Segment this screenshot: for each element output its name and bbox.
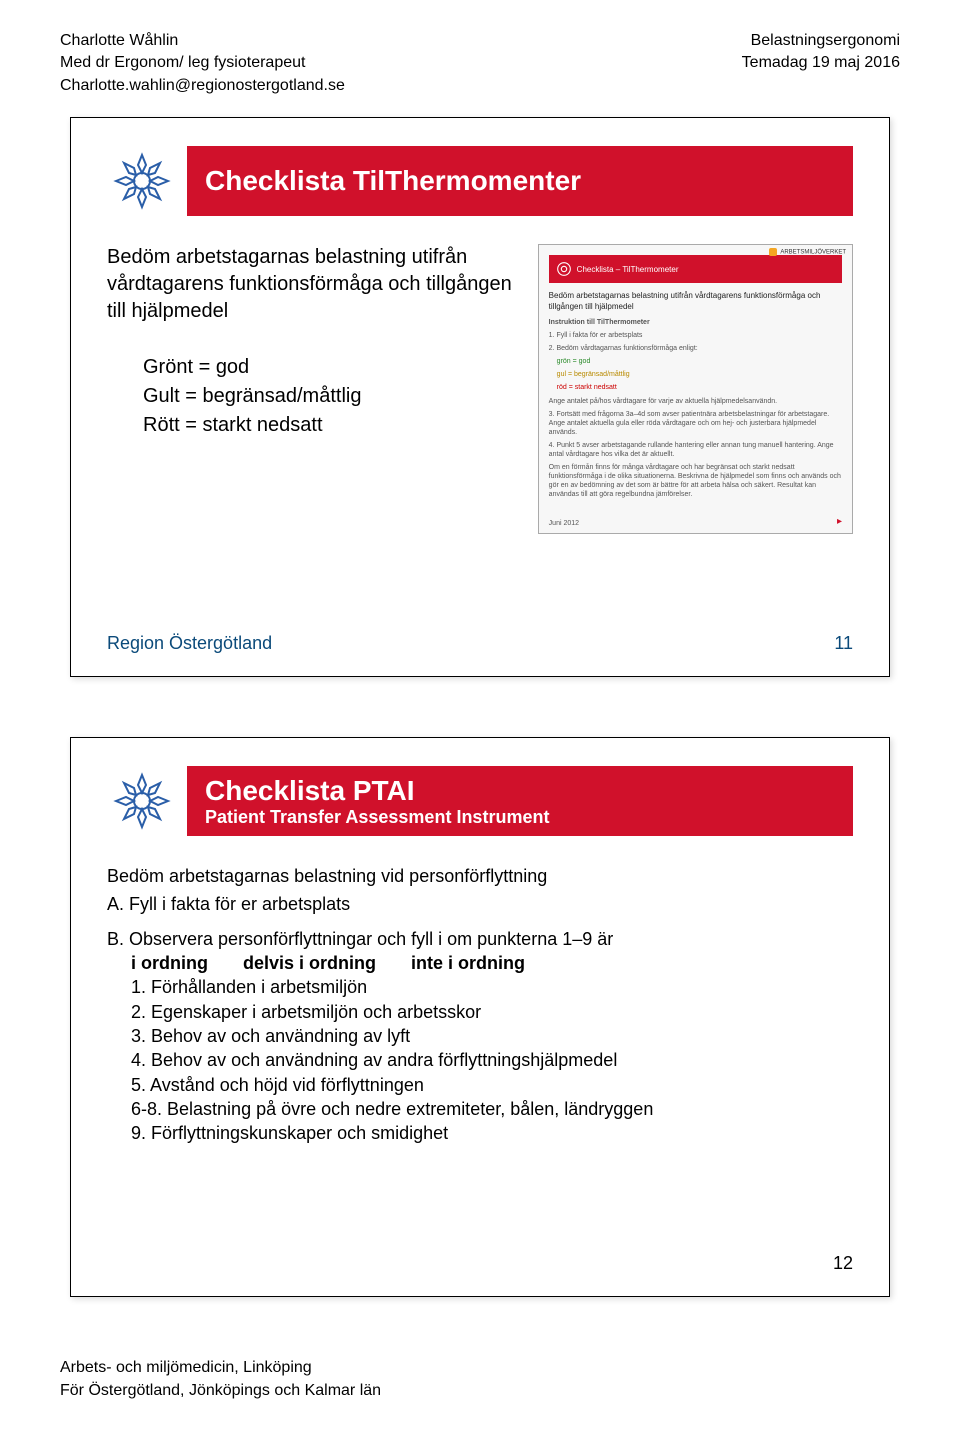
header-left: Charlotte Wåhlin Med dr Ergonom/ leg fys…	[60, 30, 345, 97]
line-yellow: Gult = begränsad/måttlig	[143, 382, 518, 411]
slide2-ordning-row: i ordning delvis i ordning inte i ordnin…	[131, 951, 853, 975]
slide2-page-num: 12	[833, 1253, 853, 1274]
author-name: Charlotte Wåhlin	[60, 30, 345, 52]
slide2-B-lead: B. Observera personförflyttningar och fy…	[107, 927, 853, 951]
list-item: 2. Egenskaper i arbetsmiljön och arbetss…	[131, 1000, 853, 1024]
slide2-title: Checklista PTAI Patient Transfer Assessm…	[187, 766, 853, 836]
subject-line: Belastningsergonomi	[742, 30, 900, 52]
slide2-title-sub: Patient Transfer Assessment Instrument	[205, 807, 549, 828]
gear-icon	[555, 260, 573, 278]
slide1-footer: Region Östergötland 11	[107, 633, 853, 654]
slide2-item-list: 1. Förhållanden i arbetsmiljön 2. Egensk…	[131, 975, 853, 1145]
slide1-footer-left: Region Östergötland	[107, 633, 272, 654]
list-item: 1. Förhållanden i arbetsmiljön	[131, 975, 853, 999]
line-red: Rött = starkt nedsatt	[143, 411, 518, 440]
slide2-lead: Bedöm arbetstagarnas belastning vid pers…	[107, 864, 853, 888]
slide1-title: Checklista TilThermomenter	[187, 146, 853, 216]
list-item: 4. Behov av och användning av andra förf…	[131, 1048, 853, 1072]
slide1-thumbnail: ARBETSMILJÖVERKET Checklista – TilThermo…	[538, 244, 853, 534]
slide-1: Checklista TilThermomenter Bedöm arbetst…	[70, 117, 890, 677]
thumb-arrow-icon: ▸	[837, 516, 842, 527]
slide1-left-text: Bedöm arbetstagarnas belastning utifrån …	[107, 244, 518, 534]
list-item: 5. Avstånd och höjd vid förflyttningen	[131, 1073, 853, 1097]
thumb-titlebar: Checklista – TilThermometer	[549, 255, 842, 283]
slide2-title-main: Checklista PTAI	[205, 775, 415, 807]
page-footer: Arbets- och miljömedicin, Linköping För …	[60, 1357, 900, 1402]
slide1-footer-right: 11	[834, 633, 853, 654]
footer-line2: För Östergötland, Jönköpings och Kalmar …	[60, 1380, 900, 1402]
region-logo-icon	[107, 766, 177, 836]
date-line: Temadag 19 maj 2016	[742, 52, 900, 74]
thumb-date: Juni 2012	[549, 520, 579, 527]
av-shield-icon	[769, 248, 777, 256]
list-item: 6-8. Belastning på övre och nedre extrem…	[131, 1097, 853, 1121]
author-title: Med dr Ergonom/ leg fysioterapeut	[60, 52, 345, 74]
page-header: Charlotte Wåhlin Med dr Ergonom/ leg fys…	[60, 30, 900, 97]
footer-line1: Arbets- och miljömedicin, Linköping	[60, 1357, 900, 1379]
region-logo-icon	[107, 146, 177, 216]
header-right: Belastningsergonomi Temadag 19 maj 2016	[742, 30, 900, 97]
list-item: 3. Behov av och användning av lyft	[131, 1024, 853, 1048]
slide1-color-list: Grönt = god Gult = begränsad/måttlig Röt…	[143, 353, 518, 440]
thumb-av-logo: ARBETSMILJÖVERKET	[769, 248, 846, 256]
author-email: Charlotte.wahlin@regionostergotland.se	[60, 75, 345, 97]
slide2-title-bar: Checklista PTAI Patient Transfer Assessm…	[107, 766, 853, 836]
slide-2: Checklista PTAI Patient Transfer Assessm…	[70, 737, 890, 1297]
slide1-lead: Bedöm arbetstagarnas belastning utifrån …	[107, 244, 518, 325]
slide2-body: Bedöm arbetstagarnas belastning vid pers…	[107, 864, 853, 1145]
list-item: 9. Förflyttningskunskaper och smidighet	[131, 1121, 853, 1145]
slide2-A: A. Fyll i fakta för er arbetsplats	[107, 892, 853, 916]
line-green: Grönt = god	[143, 353, 518, 382]
slide1-title-bar: Checklista TilThermomenter	[107, 146, 853, 216]
thumb-body: Bedöm arbetstagarnas belastning utifrån …	[549, 291, 842, 499]
